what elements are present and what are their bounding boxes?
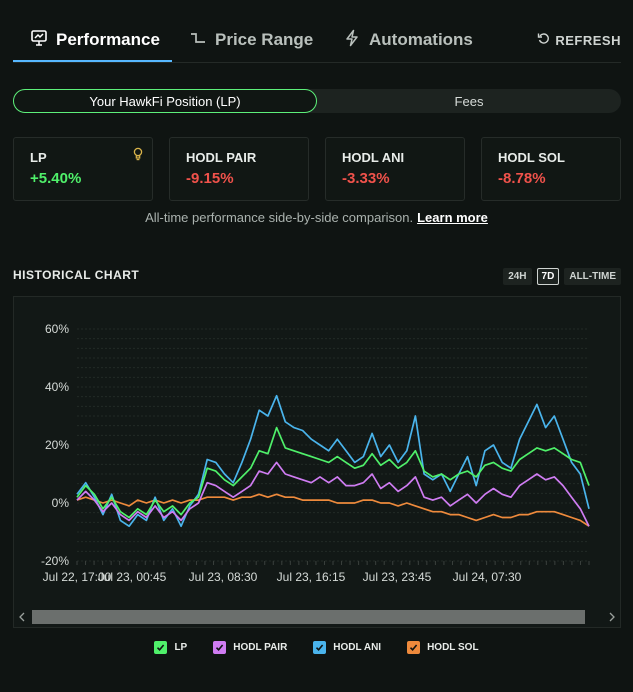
range-selector: 24H 7D ALL-TIME [503,268,621,285]
refresh-button[interactable]: REFRESH [537,18,621,62]
refresh-icon [537,32,550,48]
checkbox-checked-icon[interactable] [154,641,168,654]
legend-item-hodl-pair[interactable]: HODL PAIR [213,641,287,654]
learn-more-link[interactable]: Learn more [417,210,488,225]
range-7d-button[interactable]: 7D [536,268,560,285]
chart-presentation-icon [30,29,48,52]
tab-bar: Performance Price Range Automations REFR… [13,18,621,63]
checkbox-checked-icon[interactable] [313,641,327,654]
range-24h-button[interactable]: 24H [503,268,532,285]
x-tick-label: Jul 23, 00:45 [98,570,167,584]
tab-automations[interactable]: Automations [343,18,473,62]
hodl-sol-series-line [76,493,590,527]
legend-label: HODL PAIR [233,642,288,653]
legend-label: LP [174,642,188,653]
fees-toggle-button[interactable]: Fees [454,93,484,109]
caption-text: All-time performance side-by-side compar… [145,210,414,225]
historical-chart-title: HISTORICAL CHART [13,268,140,282]
x-tick-label: Jul 23, 16:15 [277,570,346,584]
scroll-right-icon[interactable] [609,612,615,622]
x-tick-label: Jul 22, 17:00 [43,570,112,584]
hodl-ani-card: HODL ANI -3.33% [325,137,465,201]
chart-legend: LP HODL PAIR HODL ANI HODL SOL [0,641,633,654]
tab-label: Price Range [215,30,314,49]
card-label: HODL PAIR [186,150,257,165]
y-tick-label: 40% [45,380,69,394]
checkbox-checked-icon[interactable] [213,641,227,654]
card-value: +5.40% [30,170,82,187]
tab-label: Automations [369,30,473,49]
tab-performance[interactable]: Performance [30,18,160,62]
active-tab-indicator [13,60,172,62]
historical-chart: 60% 40% 20% 0% -20% Jul 22, 17:00 Jul 23, 00:… [13,296,621,628]
legend-item-lp[interactable]: LP [154,641,187,654]
hodl-pair-card: HODL PAIR -9.15% [169,137,309,201]
legend-item-hodl-sol[interactable]: HODL SOL [407,641,479,654]
card-label: HODL SOL [498,150,565,165]
refresh-label: REFRESH [555,32,621,48]
scroll-left-icon[interactable] [19,612,25,622]
lp-series-line [76,426,590,519]
lp-card: LP +5.40% [13,137,153,201]
comparison-caption: All-time performance side-by-side compar… [0,210,633,225]
range-all-time-button[interactable]: ALL-TIME [564,268,621,285]
hodl-sol-card: HODL SOL -8.78% [481,137,621,201]
lightbulb-icon[interactable] [132,147,144,166]
tab-price-range[interactable]: Price Range [189,18,313,62]
legend-label: HODL ANI [333,642,382,653]
y-tick-label: 60% [45,322,69,336]
card-label: HODL ANI [342,150,405,165]
card-value: -8.78% [498,170,546,187]
card-value: -3.33% [342,170,390,187]
x-tick-label: Jul 23, 08:30 [189,570,258,584]
view-toggle: Your HawkFi Position (LP) Fees [13,89,621,113]
position-toggle-button[interactable]: Your HawkFi Position (LP) [13,89,317,113]
chart-scrollbar[interactable] [14,608,620,625]
card-label: LP [30,150,47,165]
legend-label: HODL SOL [427,642,479,653]
y-tick-label: 0% [52,496,70,510]
y-tick-label: 20% [45,438,69,452]
card-value: -9.15% [186,170,234,187]
x-tick-label: Jul 24, 07:30 [453,570,522,584]
legend-item-hodl-ani[interactable]: HODL ANI [313,641,381,654]
y-tick-label: -20% [41,554,69,568]
tab-label: Performance [56,30,160,49]
lightning-icon [343,29,361,52]
scrollbar-thumb[interactable] [32,610,585,624]
checkbox-checked-icon[interactable] [407,641,421,654]
hodl-pair-series-line [76,461,590,527]
tabs-divider [13,62,621,63]
x-tick-label: Jul 23, 23:45 [363,570,432,584]
range-step-icon [189,29,207,52]
